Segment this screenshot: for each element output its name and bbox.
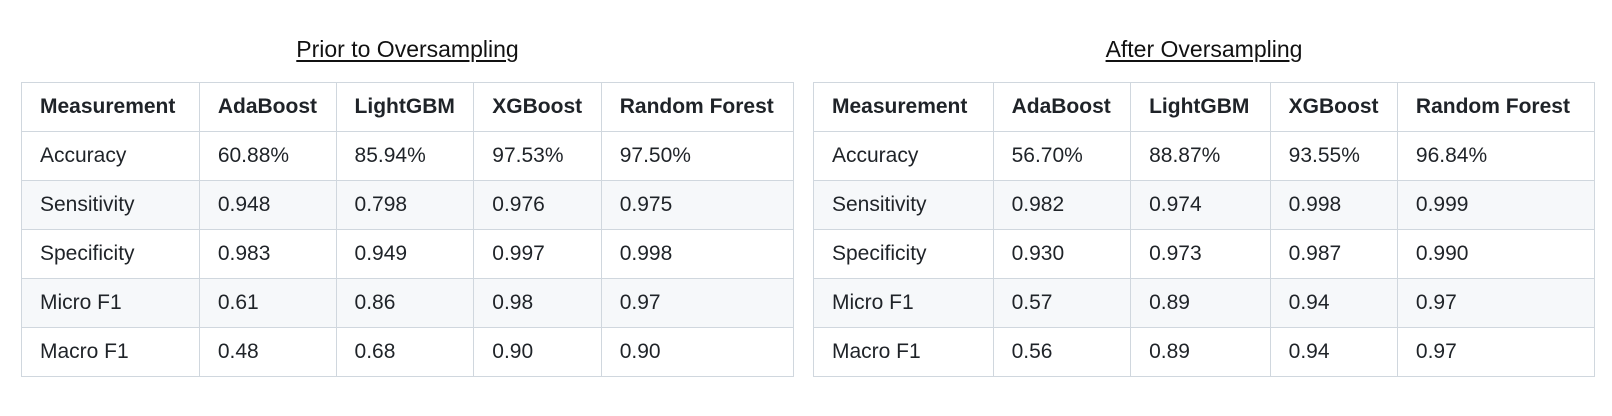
table-cell: 0.98 <box>473 278 602 328</box>
table-cell: 0.976 <box>473 180 602 230</box>
table-cell: Accuracy <box>21 131 200 181</box>
table-cell: 0.97 <box>1396 327 1596 377</box>
table-panel-after: After Oversampling Measurement AdaBoost … <box>813 34 1596 377</box>
header-cell: LightGBM <box>1130 82 1271 132</box>
table-cell: 0.57 <box>992 278 1132 328</box>
table-panel-prior: Prior to Oversampling Measurement AdaBoo… <box>21 34 795 377</box>
table-header-row: Measurement AdaBoost LightGBM XGBoost Ra… <box>21 82 795 132</box>
table-cell: 0.990 <box>1396 229 1596 279</box>
table-cell: Specificity <box>813 229 994 279</box>
table-cell: 0.987 <box>1269 229 1398 279</box>
table-cell: 0.86 <box>335 278 475 328</box>
metrics-table-prior: Measurement AdaBoost LightGBM XGBoost Ra… <box>21 82 795 377</box>
table-row: Micro F1 0.57 0.89 0.94 0.97 <box>813 278 1596 328</box>
table-cell: 0.90 <box>600 327 795 377</box>
table-cell: 0.61 <box>198 278 337 328</box>
table-title-prior: Prior to Oversampling <box>296 36 519 62</box>
table-header-row: Measurement AdaBoost LightGBM XGBoost Ra… <box>813 82 1596 132</box>
header-cell: AdaBoost <box>992 82 1132 132</box>
table-cell: 0.973 <box>1130 229 1271 279</box>
table-cell: Macro F1 <box>813 327 994 377</box>
table-cell: 0.983 <box>198 229 337 279</box>
table-cell: 93.55% <box>1269 131 1398 181</box>
table-row: Sensitivity 0.948 0.798 0.976 0.975 <box>21 180 795 230</box>
table-row: Specificity 0.983 0.949 0.997 0.998 <box>21 229 795 279</box>
table-cell: 56.70% <box>992 131 1132 181</box>
table-cell: 0.48 <box>198 327 337 377</box>
table-cell: 0.975 <box>600 180 795 230</box>
table-cell: Sensitivity <box>21 180 200 230</box>
table-cell: 97.50% <box>600 131 795 181</box>
header-cell: LightGBM <box>335 82 475 132</box>
table-cell: 85.94% <box>335 131 475 181</box>
table-cell: 0.97 <box>600 278 795 328</box>
metrics-table-after: Measurement AdaBoost LightGBM XGBoost Ra… <box>813 82 1596 377</box>
table-cell: Sensitivity <box>813 180 994 230</box>
header-cell: Random Forest <box>1396 82 1596 132</box>
table-cell: 97.53% <box>473 131 602 181</box>
table-cell: 0.974 <box>1130 180 1271 230</box>
header-cell: Measurement <box>813 82 994 132</box>
table-cell: 0.948 <box>198 180 337 230</box>
table-cell: Accuracy <box>813 131 994 181</box>
table-cell: 0.68 <box>335 327 475 377</box>
table-cell: 0.999 <box>1396 180 1596 230</box>
table-cell: 96.84% <box>1396 131 1596 181</box>
table-cell: 0.997 <box>473 229 602 279</box>
header-cell: Measurement <box>21 82 200 132</box>
table-cell: 0.982 <box>992 180 1132 230</box>
table-row: Accuracy 56.70% 88.87% 93.55% 96.84% <box>813 131 1596 181</box>
table-row: Accuracy 60.88% 85.94% 97.53% 97.50% <box>21 131 795 181</box>
table-row: Specificity 0.930 0.973 0.987 0.990 <box>813 229 1596 279</box>
table-cell: 0.94 <box>1269 278 1398 328</box>
table-cell: 0.998 <box>600 229 795 279</box>
table-cell: Macro F1 <box>21 327 200 377</box>
table-cell: 0.949 <box>335 229 475 279</box>
header-cell: AdaBoost <box>198 82 337 132</box>
table-row: Sensitivity 0.982 0.974 0.998 0.999 <box>813 180 1596 230</box>
table-cell: 0.998 <box>1269 180 1398 230</box>
table-cell: 88.87% <box>1130 131 1271 181</box>
table-cell: Specificity <box>21 229 200 279</box>
table-cell: 60.88% <box>198 131 337 181</box>
header-cell: XGBoost <box>473 82 602 132</box>
table-cell: 0.56 <box>992 327 1132 377</box>
header-cell: XGBoost <box>1269 82 1398 132</box>
table-cell: 0.89 <box>1130 327 1271 377</box>
table-row: Micro F1 0.61 0.86 0.98 0.97 <box>21 278 795 328</box>
table-cell: Micro F1 <box>813 278 994 328</box>
table-cell: 0.94 <box>1269 327 1398 377</box>
table-cell: 0.89 <box>1130 278 1271 328</box>
table-cell: 0.798 <box>335 180 475 230</box>
table-row: Macro F1 0.48 0.68 0.90 0.90 <box>21 327 795 377</box>
table-cell: Micro F1 <box>21 278 200 328</box>
table-cell: 0.930 <box>992 229 1132 279</box>
table-row: Macro F1 0.56 0.89 0.94 0.97 <box>813 327 1596 377</box>
table-cell: 0.97 <box>1396 278 1596 328</box>
header-cell: Random Forest <box>600 82 795 132</box>
table-cell: 0.90 <box>473 327 602 377</box>
table-title-after: After Oversampling <box>1105 36 1303 62</box>
